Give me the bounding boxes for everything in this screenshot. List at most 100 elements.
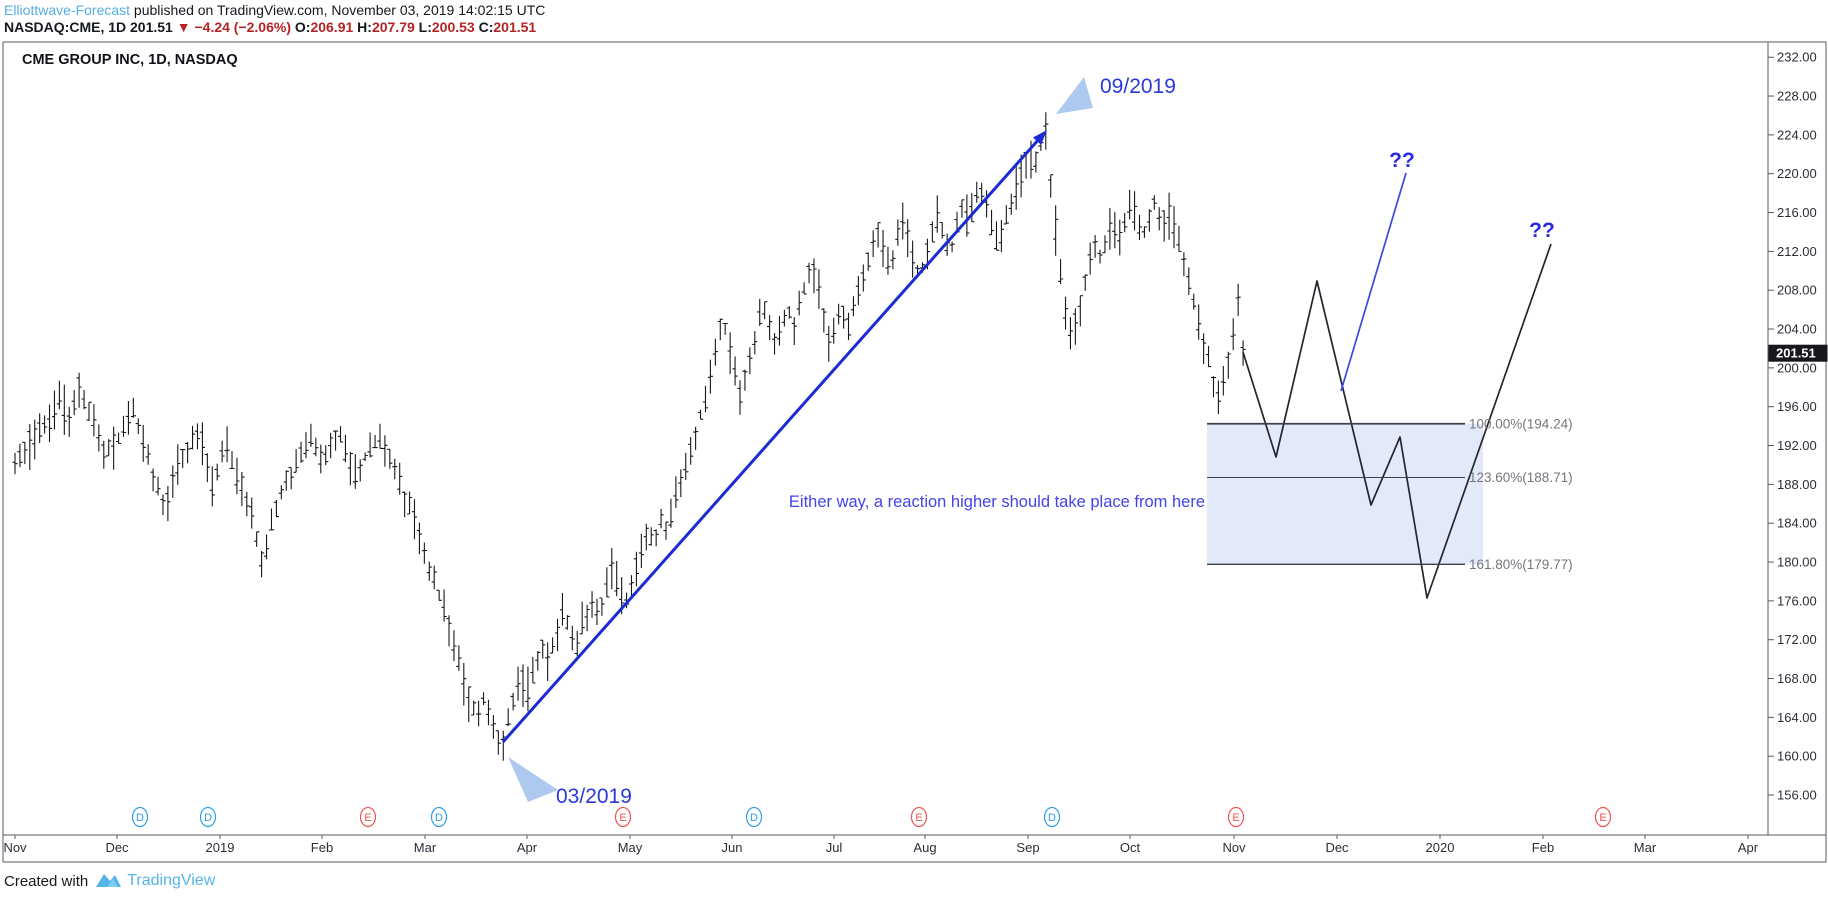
dividend-marker[interactable] xyxy=(199,806,217,828)
chart-annotations: 09/2019 03/2019???? Either way, a reaction… xyxy=(556,75,1555,808)
fib-level-label: 100.00%(194.24) xyxy=(1469,416,1573,431)
time-tick-label: Apr xyxy=(1738,840,1759,855)
event-letter: D xyxy=(435,812,443,824)
price-tick-label: 220.00 xyxy=(1777,166,1817,181)
price-tick-label: 212.00 xyxy=(1777,244,1817,259)
price-tick-label: 232.00 xyxy=(1777,50,1817,65)
peak-flag-icon xyxy=(1056,77,1093,114)
price-bars xyxy=(12,112,1246,761)
low-label: L: xyxy=(414,19,432,35)
event-letter: D xyxy=(136,812,144,824)
time-tick-label: Dec xyxy=(105,840,129,855)
price-tick-label: 164.00 xyxy=(1777,710,1817,725)
chart-title: CME GROUP INC, 1D, NASDAQ xyxy=(22,52,238,68)
price-tick-label: 172.00 xyxy=(1777,632,1817,647)
event-letter: E xyxy=(619,812,626,824)
fib-box-fill xyxy=(1207,423,1483,565)
dividend-marker[interactable] xyxy=(745,806,763,828)
earnings-marker[interactable] xyxy=(1594,806,1612,828)
question-marks-1: ?? xyxy=(1389,149,1415,172)
publisher-name: Elliottwave-Forecast xyxy=(4,2,131,18)
symbol-line: NASDAQ:CME, 1D 201.51 ▼ −4.24 (−2.06%) O… xyxy=(4,19,536,35)
price-tick-label: 180.00 xyxy=(1777,555,1817,570)
time-tick-label: Feb xyxy=(1532,840,1554,855)
reaction-note: Either way, a reaction higher should tak… xyxy=(789,493,1205,511)
price-tick-label: 156.00 xyxy=(1777,788,1817,803)
time-tick-label: Mar xyxy=(1634,840,1657,855)
label-09-2019: 09/2019 xyxy=(1100,75,1176,98)
price-tick-label: 224.00 xyxy=(1777,127,1817,142)
tradingview-logo-icon[interactable] xyxy=(95,871,122,892)
time-tick-label: Dec xyxy=(1325,840,1349,855)
price-tick-label: 192.00 xyxy=(1777,438,1817,453)
price-tick-label: 228.00 xyxy=(1777,89,1817,104)
event-letter: E xyxy=(1232,812,1239,824)
earnings-marker[interactable] xyxy=(359,806,377,828)
question-marks-2: ?? xyxy=(1529,219,1555,242)
footer: Created with TradingView xyxy=(4,868,215,894)
last-price-badge xyxy=(1768,344,1828,362)
dividend-marker[interactable] xyxy=(131,806,149,828)
event-letter: E xyxy=(364,812,371,824)
event-letter: D xyxy=(1048,812,1056,824)
earnings-marker[interactable] xyxy=(614,806,632,828)
publish-info: published on TradingView.com, November 0… xyxy=(130,2,546,18)
trendline-arrow-head xyxy=(1032,130,1047,145)
time-tick-label: Jun xyxy=(722,840,743,855)
price-tick-label: 200.00 xyxy=(1777,360,1817,375)
price-tick-label: 184.00 xyxy=(1777,516,1817,531)
time-tick-label: May xyxy=(618,840,643,855)
price-tick-label: 176.00 xyxy=(1777,593,1817,608)
event-letter: E xyxy=(1599,812,1606,824)
bullish-path[interactable] xyxy=(1340,172,1407,392)
publish-line: Elliottwave-Forecast published on Tradin… xyxy=(4,2,545,18)
event-letter: E xyxy=(915,812,922,824)
price-tick-label: 168.00 xyxy=(1777,671,1817,686)
created-with-label: Created with xyxy=(4,872,89,890)
chart-frame xyxy=(2,41,1827,863)
flag-pointers xyxy=(508,77,1093,802)
price-tick-label: 188.00 xyxy=(1777,477,1817,492)
label-03-2019: 03/2019 xyxy=(556,785,632,808)
trough-flag-icon xyxy=(508,757,558,802)
close-label: C: xyxy=(474,19,494,35)
trendline[interactable] xyxy=(501,130,1047,743)
open-value: 206.91 xyxy=(310,19,354,35)
last-price-badge-label: 201.51 xyxy=(1776,346,1816,361)
low-value: 200.53 xyxy=(431,19,475,35)
forecast-paths[interactable] xyxy=(1242,172,1552,599)
time-tick-label: Jul xyxy=(826,840,843,855)
tradingview-wordmark[interactable]: TradingView xyxy=(127,872,216,889)
fib-level-label: 161.80%(179.77) xyxy=(1469,557,1573,572)
high-value: 207.79 xyxy=(371,19,415,35)
symbol-label: NASDAQ:CME, 1D xyxy=(4,19,127,35)
time-tick-label: Nov xyxy=(3,840,27,855)
time-tick-label: 2020 xyxy=(1426,840,1455,855)
dividend-marker[interactable] xyxy=(430,806,448,828)
price-change: ▼ −4.24 (−2.06%) xyxy=(176,19,291,35)
bearish-path[interactable] xyxy=(1242,243,1552,599)
earnings-marker[interactable] xyxy=(1227,806,1245,828)
time-tick-label: Feb xyxy=(311,840,333,855)
close-value: 201.51 xyxy=(493,19,537,35)
dividend-marker[interactable] xyxy=(1043,806,1061,828)
event-letter: D xyxy=(750,812,758,824)
price-tick-label: 204.00 xyxy=(1777,322,1817,337)
time-axis[interactable]: Nov Dec 2019 Feb Mar Apr May Jun Jul Aug Sep Oct Nov… xyxy=(3,835,1759,855)
fib-retracement-box[interactable] xyxy=(1207,423,1483,565)
time-tick-label: Aug xyxy=(913,840,936,855)
time-tick-label: Oct xyxy=(1120,840,1141,855)
price-axis[interactable]: 232.00 228.00 224.00 220.00 216.00 212.00 208.… xyxy=(1768,50,1828,803)
fib-levels[interactable]: 100.00%(194.24) 123.60%(188.71) 161.80%(17… xyxy=(1207,416,1573,572)
impulse-trendline[interactable] xyxy=(501,133,1045,743)
last-price: 201.51 xyxy=(126,19,177,35)
open-label: O: xyxy=(291,19,311,35)
price-tick-label: 160.00 xyxy=(1777,749,1817,764)
earnings-marker[interactable] xyxy=(910,806,928,828)
ohlc-bars-path xyxy=(12,112,1246,761)
fib-level-label: 123.60%(188.71) xyxy=(1469,470,1573,485)
price-tick-label: 196.00 xyxy=(1777,399,1817,414)
